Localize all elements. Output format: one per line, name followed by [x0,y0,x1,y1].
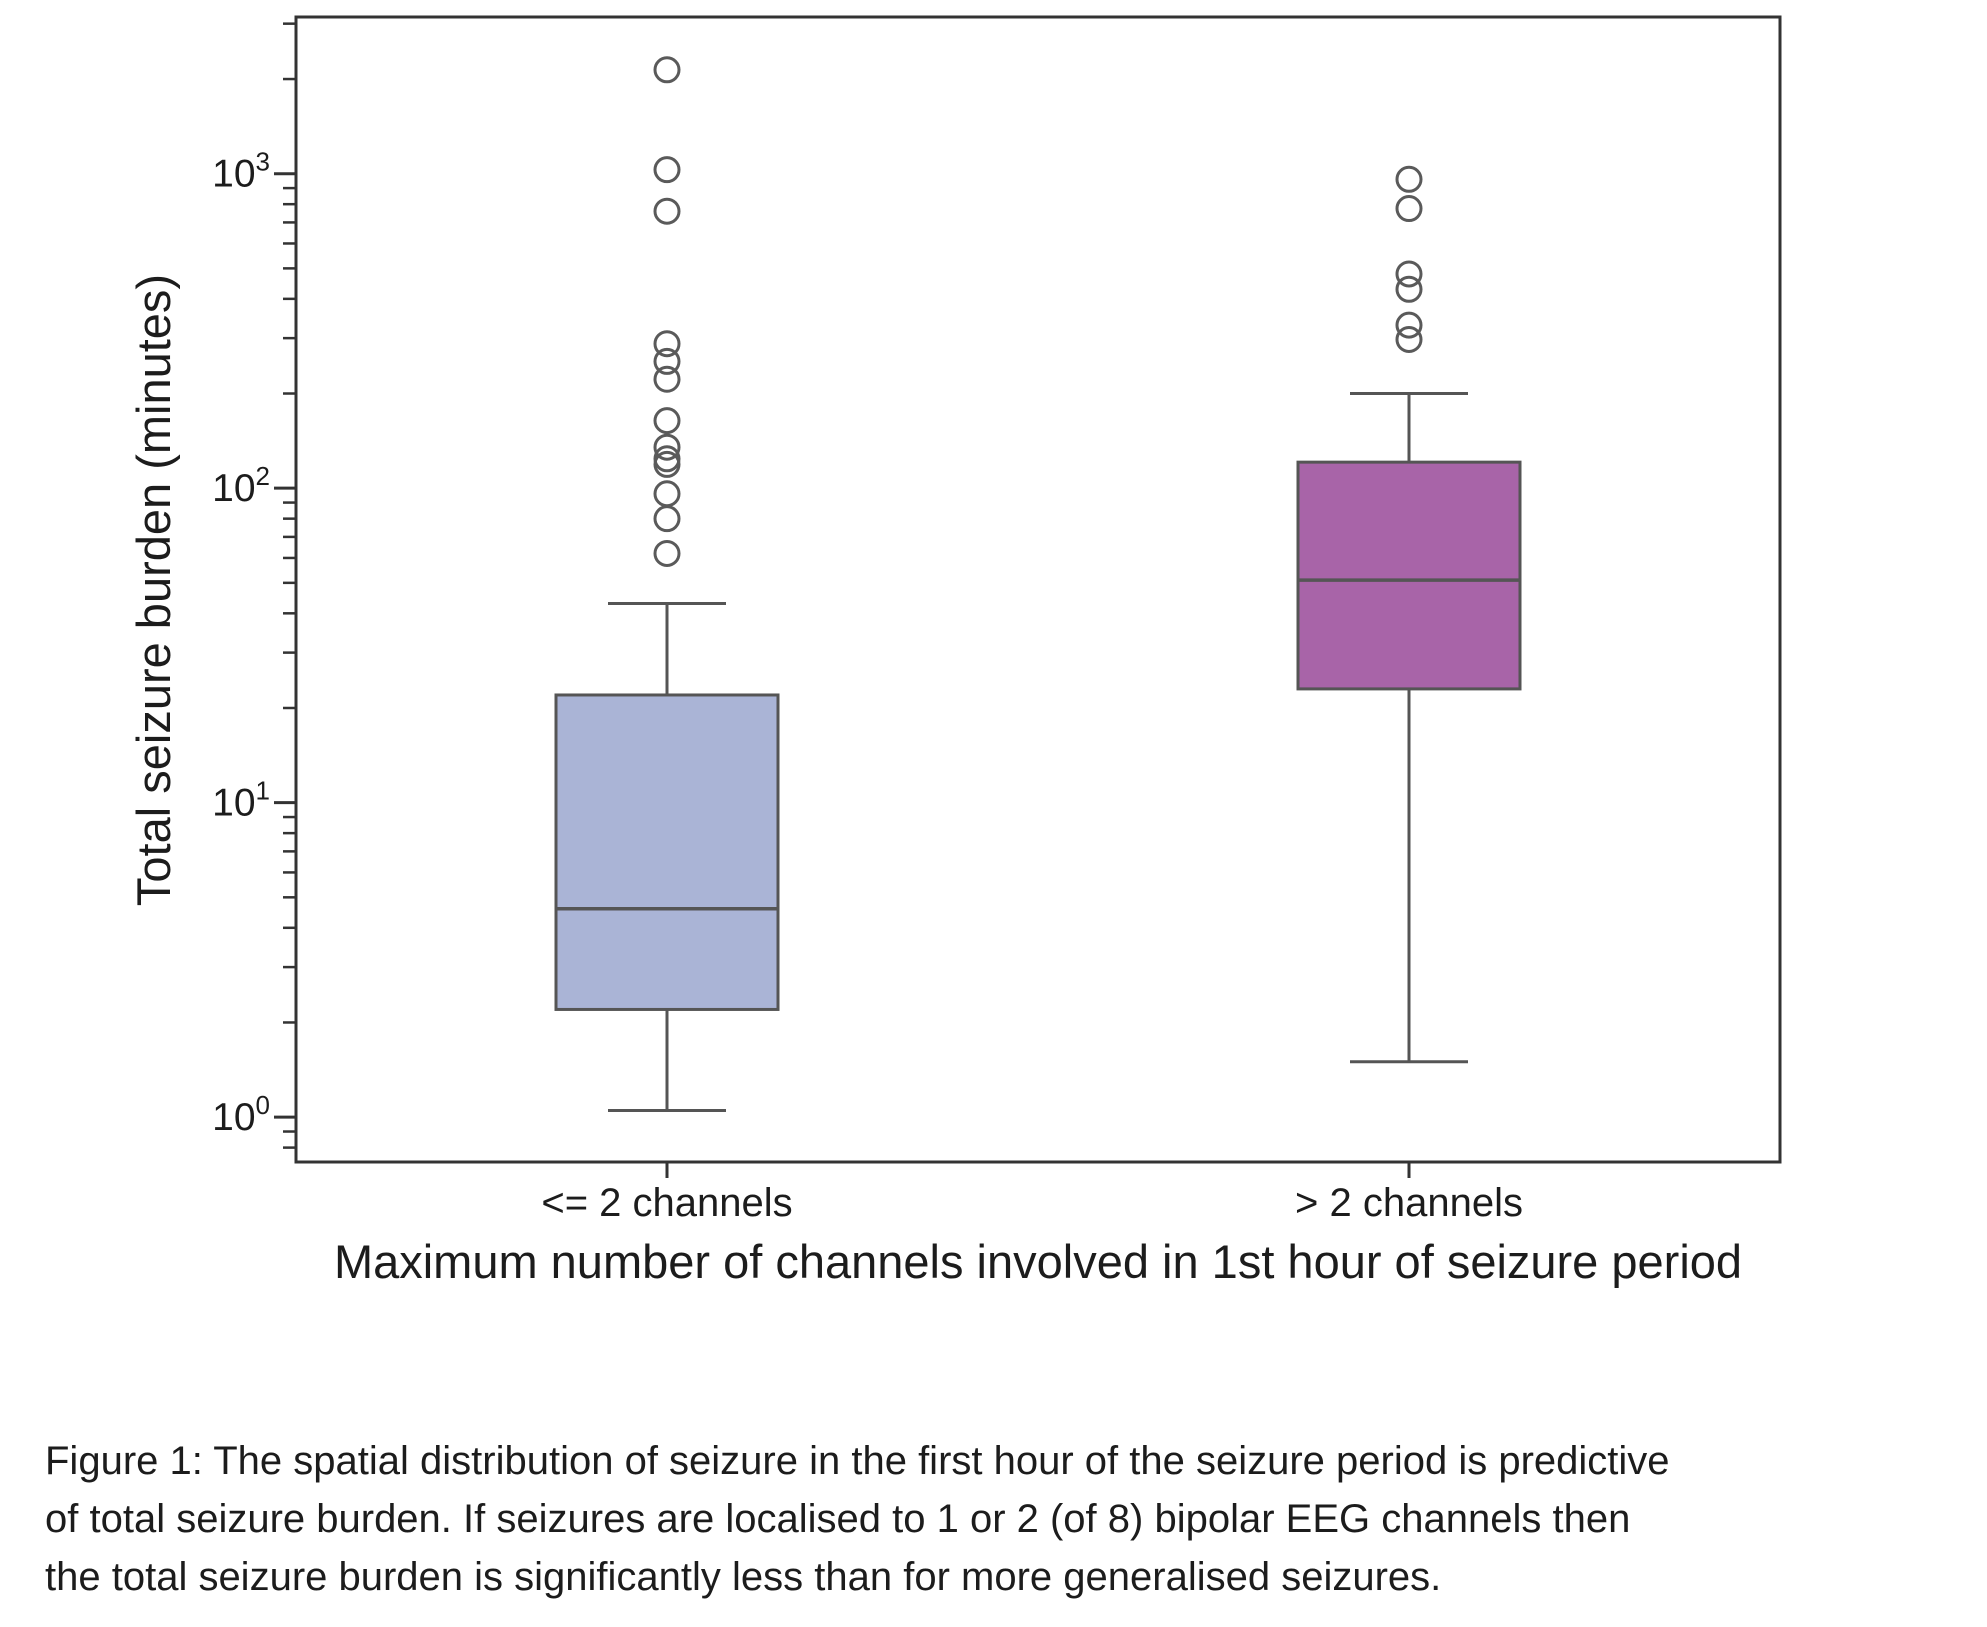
outlier-point [1395,326,1423,354]
box-2 [1296,460,1522,691]
y-tick-label: 102 [212,461,270,510]
outlier-point [653,347,681,375]
y-tick-label: 100 [212,1090,270,1139]
outlier-point [653,156,681,184]
figure-caption: Figure 1: The spatial distribution of se… [45,1432,1965,1606]
x-axis-label: Maximum number of channels involved in 1… [334,1235,1742,1288]
y-tick-label: 103 [212,147,270,196]
outlier-point [653,365,681,393]
outlier-point [653,433,681,461]
outlier-point [1395,311,1423,339]
x-tick-label: > 2 channels [1295,1181,1523,1225]
outlier-point [653,539,681,567]
outlier-point [653,330,681,358]
outlier-point [653,480,681,508]
plot-frame [294,15,1782,1164]
outlier-point [653,197,681,225]
boxplot-canvas: 100 101 102 103 <= 2 channels > 2 channels Max… [127,15,1782,1288]
y-axis-label: Total seizure burden (minutes) [127,274,180,906]
outlier-point [1395,195,1423,223]
outlier-point [1395,260,1423,288]
outlier-point [1395,275,1423,303]
outlier-point [653,505,681,533]
y-tick-label: 101 [212,776,270,825]
caption-line-1: Figure 1: The spatial distribution of se… [45,1439,1670,1483]
boxplot-figure: 100 101 102 103 <= 2 channels > 2 channels Max… [127,15,1782,1288]
caption-line-3: the total seizure burden is significantl… [45,1555,1442,1599]
outlier-point [653,56,681,84]
outlier-point [1395,165,1423,193]
x-tick-label: <= 2 channels [541,1181,792,1225]
outlier-point [653,407,681,435]
caption-line-2: of total seizure burden. If seizures are… [45,1497,1631,1541]
outlier-point [653,445,681,473]
box-1 [554,693,780,1011]
